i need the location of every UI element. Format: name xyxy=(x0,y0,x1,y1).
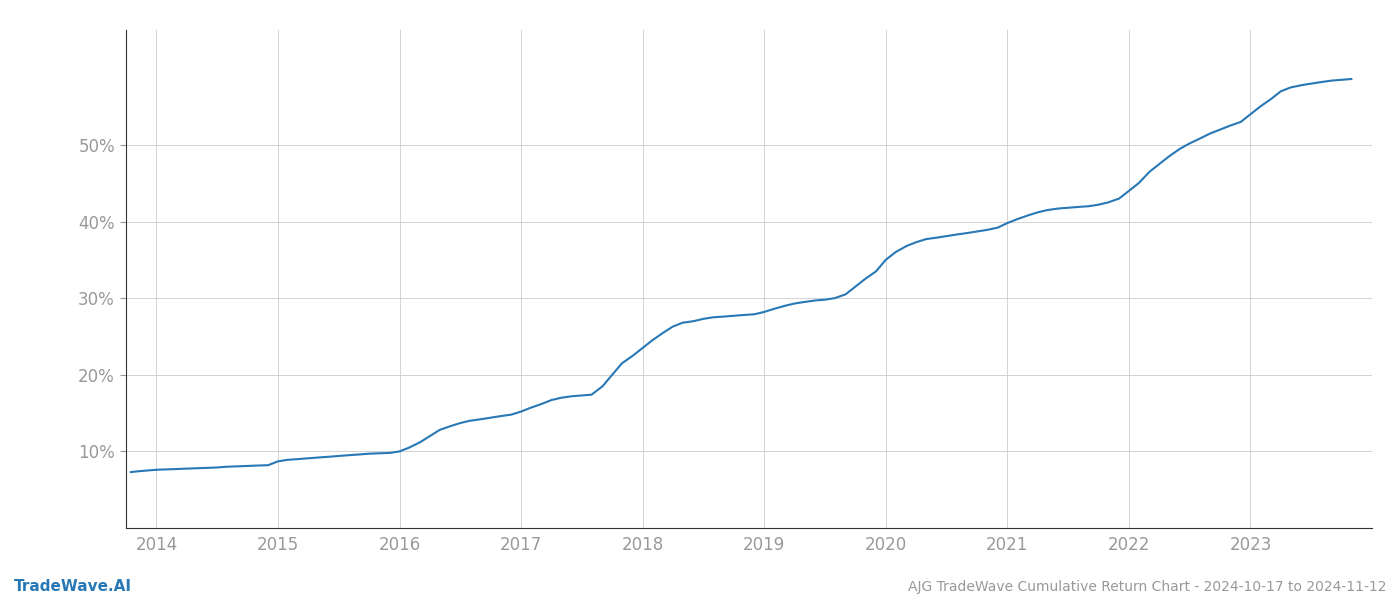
Text: TradeWave.AI: TradeWave.AI xyxy=(14,579,132,594)
Text: AJG TradeWave Cumulative Return Chart - 2024-10-17 to 2024-11-12: AJG TradeWave Cumulative Return Chart - … xyxy=(907,580,1386,594)
